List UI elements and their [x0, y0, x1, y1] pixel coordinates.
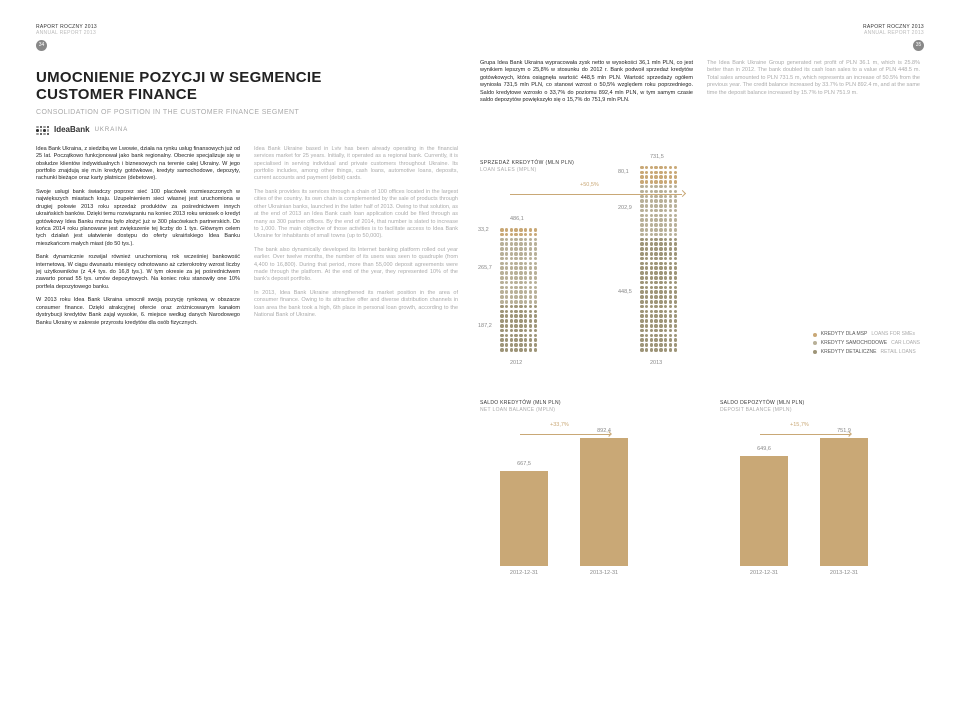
bar-growth: +15,7% [790, 422, 809, 429]
body-column-pl: Idea Bank Ukraina, z siedzibą we Lwowie,… [36, 146, 240, 333]
segment-value: 448,5 [618, 289, 632, 296]
bar1-title-pl: SALDO KREDYTÓW (MLN PLN) [480, 400, 561, 406]
bar-year: 2012-12-31 [740, 570, 788, 577]
header-title-en: ANNUAL REPORT 2013 [36, 30, 97, 36]
logo-icon [36, 126, 49, 136]
body-para-pl-2: Bank dynamicznie rozwijał również urucho… [36, 254, 240, 291]
bar2-title-pl: SALDO DEPOZYTÓW (MLN PLN) [720, 400, 804, 406]
logo-text: IdeaBank [54, 125, 90, 136]
bar-year: 2013-12-31 [820, 570, 868, 577]
bar1-title-en: NET LOAN BALANCE (MPLN) [480, 407, 555, 413]
legend-item: KREDYTY SAMOCHODOWE CAR LOANS [813, 340, 920, 347]
segment-value: 33,2 [478, 227, 489, 234]
period-total: 486,1 [510, 216, 524, 223]
page-number-left: 34 [36, 40, 47, 51]
deposit-balance-chart: SALDO DEPOZYTÓW (MLN PLN) DEPOSIT BALANC… [720, 400, 900, 578]
logo-country: UKRAINA [95, 126, 129, 134]
body-para-en-0: Idea Bank Ukraine based in Lviv has been… [254, 146, 458, 183]
bar-year: 2013-12-31 [580, 570, 628, 577]
body-para-en-1: The bank provides its services through a… [254, 189, 458, 241]
logo: IdeaBank UKRAINA [36, 125, 924, 136]
bar-value: 667,5 [500, 461, 548, 468]
body-column-en: Idea Bank Ukraine based in Lviv has been… [254, 146, 458, 333]
page-number-right: 35 [913, 40, 924, 51]
page-header: RAPORT ROCZNY 2013 ANNUAL REPORT 2013 34… [36, 24, 924, 51]
loan-balance-chart: SALDO KREDYTÓW (MLN PLN) NET LOAN BALANC… [480, 400, 660, 578]
body-para-en-2: The bank also dynamically developed its … [254, 247, 458, 284]
period-year: 2012 [510, 360, 522, 367]
bar-value: 892,4 [580, 428, 628, 435]
bar-value: 751,9 [820, 428, 868, 435]
period-total: 731,5 [650, 154, 664, 161]
segment-value: 187,2 [478, 323, 492, 330]
legend-item: KREDYTY DETALICZNE RETAIL LOANS [813, 349, 920, 356]
loan-sales-chart: SPRZEDAŻ KREDYTÓW (MLN PLN) LOAN SALES (… [480, 160, 920, 368]
bar-growth: +33,7% [550, 422, 569, 429]
body-para-en-3: In 2013, Idea Bank Ukraine strengthened … [254, 290, 458, 320]
bar-value: 649,6 [740, 446, 788, 453]
sales-chart-title-en: LOAN SALES (MPLN) [480, 167, 537, 173]
segment-value: 202,9 [618, 205, 632, 212]
intro-pl: Grupa Idea Bank Ukraina wypracowała zysk… [480, 60, 693, 105]
bar [740, 456, 788, 566]
body-para-pl-1: Swoje usługi bank świadczy poprzez sieć … [36, 189, 240, 248]
intro-en: The Idea Bank Ukraine Group generated ne… [707, 60, 920, 97]
sales-chart-title-pl: SPRZEDAŻ KREDYTÓW (MLN PLN) [480, 160, 574, 166]
sales-growth: +50,5% [580, 182, 599, 189]
bar-year: 2012-12-31 [500, 570, 548, 577]
segment-value: 265,7 [478, 265, 492, 272]
bar [500, 471, 548, 566]
body-para-pl-0: Idea Bank Ukraina, z siedzibą we Lwowie,… [36, 146, 240, 183]
legend-item: KREDYTY DLA MSP LOANS FOR SMEs [813, 331, 920, 338]
bar [820, 438, 868, 566]
period-year: 2013 [650, 360, 662, 367]
segment-value: 80,1 [618, 169, 629, 176]
bar [580, 438, 628, 566]
body-para-pl-3: W 2013 roku Idea Bank Ukraina umocnił sw… [36, 297, 240, 327]
header-title-en-right: ANNUAL REPORT 2013 [863, 30, 924, 36]
bar2-title-en: DEPOSIT BALANCE (MPLN) [720, 407, 792, 413]
